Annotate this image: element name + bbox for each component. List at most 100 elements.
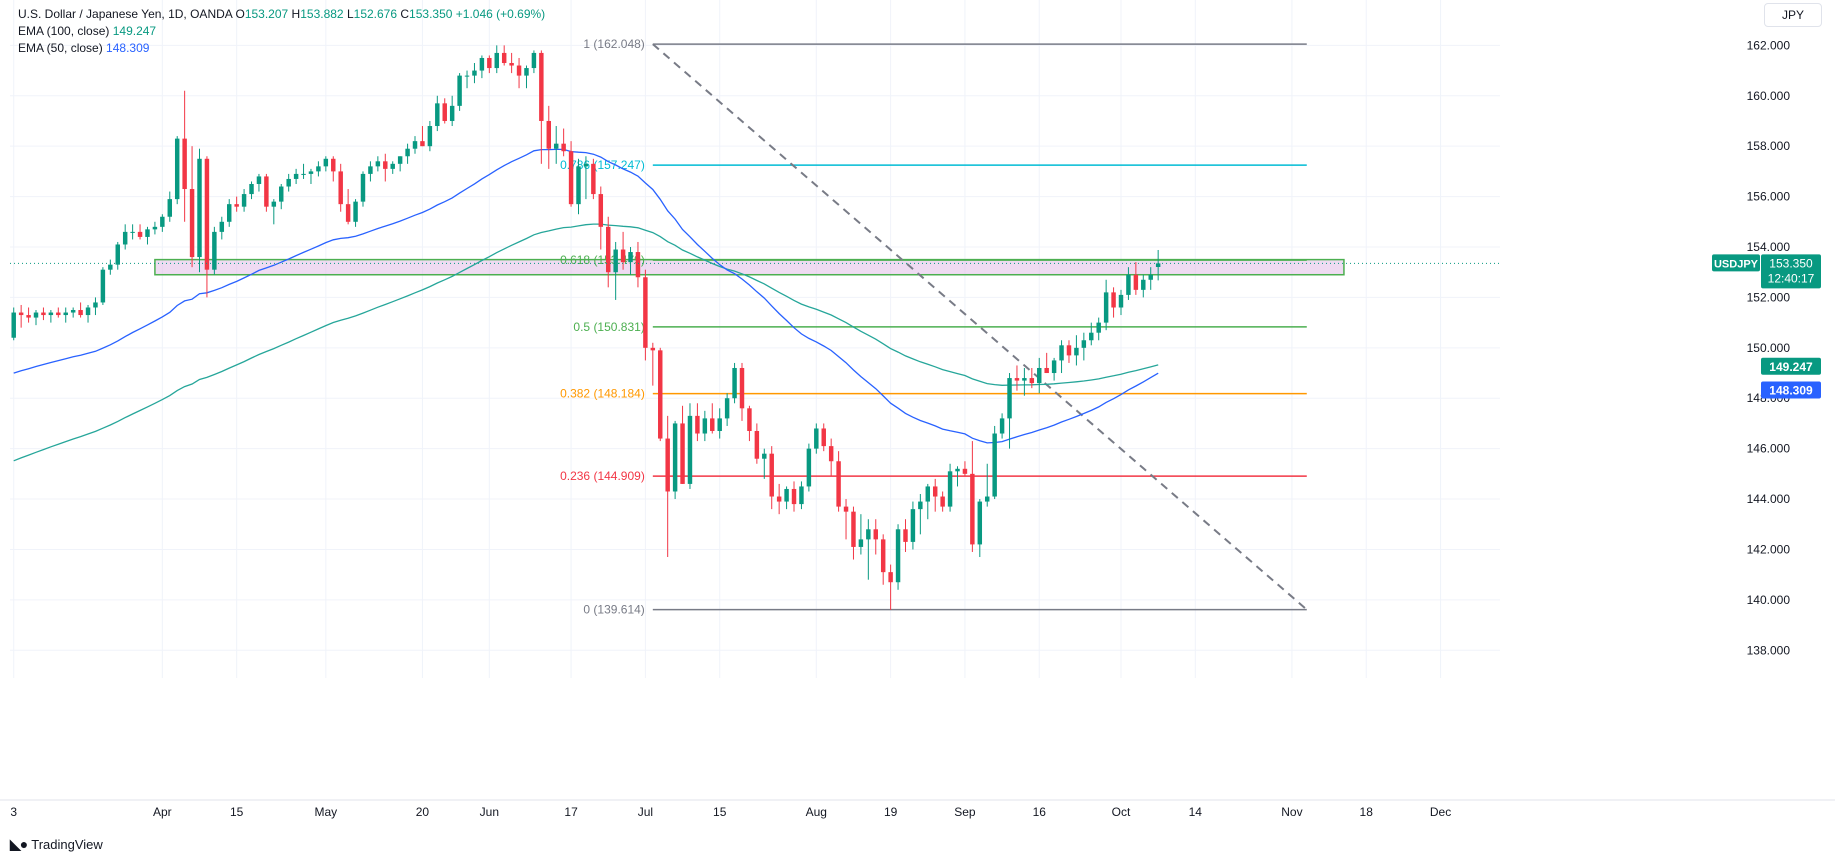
candle-body: [561, 143, 566, 152]
candle-body: [494, 52, 499, 69]
zone-rect: [154, 258, 1345, 276]
candle-body: [160, 216, 165, 227]
candle-body: [762, 453, 767, 459]
symbol-title: U.S. Dollar / Japanese Yen, 1D, OANDA: [18, 7, 233, 21]
candle-body: [197, 158, 202, 258]
candle-body: [955, 468, 960, 472]
candle-body: [1037, 367, 1042, 384]
candle-body: [947, 471, 953, 507]
candle-body: [427, 126, 433, 147]
candle-body: [256, 176, 262, 184]
dashed-trendline: [652, 43, 1308, 611]
time-tick-label: 18: [1360, 805, 1374, 819]
last-price-tag: 153.350: [1769, 256, 1813, 270]
candle-body: [286, 178, 291, 187]
chart-grid: [10, 0, 1500, 678]
candle-body: [591, 163, 596, 195]
candle-body: [48, 312, 54, 316]
candle-body: [702, 418, 708, 434]
candle-body: [152, 226, 158, 230]
candle-body: [182, 138, 187, 190]
time-tick-label: 19: [884, 805, 898, 819]
candle-body: [962, 468, 968, 474]
candle-body: [204, 158, 210, 270]
price-axis[interactable]: 162.000 160.000 158.000 156.000 154.000 152.0…: [1500, 0, 1835, 678]
time-tick-label: 15: [713, 805, 727, 819]
candle-body: [866, 529, 871, 540]
candle-body: [1029, 378, 1035, 384]
candle-body: [524, 68, 529, 76]
candle-body: [1059, 345, 1064, 361]
candle-body: [93, 302, 98, 308]
footer[interactable]: ◣● TradingView: [10, 836, 103, 853]
candle-body: [56, 312, 61, 316]
candle-body: [405, 148, 410, 157]
last-price-tag-bg: [1761, 254, 1821, 289]
candle-body: [769, 453, 774, 497]
candle-body: [546, 120, 552, 149]
ohlc-open-label: O: [235, 7, 245, 21]
candle-body: [985, 496, 990, 502]
candle-body: [784, 488, 789, 502]
price-tick-label: 162.000: [1747, 38, 1791, 52]
countdown-tag: 12:40:17: [1768, 271, 1815, 285]
candle-body: [412, 141, 418, 149]
candle-body: [345, 204, 351, 222]
candle-body: [724, 398, 730, 419]
price-tick-label: 160.000: [1747, 89, 1791, 103]
candle-body: [695, 415, 700, 434]
candlestick-series: [11, 45, 1161, 610]
candle-body: [918, 501, 923, 510]
candle-body: [732, 367, 737, 399]
ema100-row[interactable]: EMA (100, close) 149.247: [18, 23, 545, 40]
ema100-label: EMA (100, close): [18, 24, 110, 38]
candle-body: [658, 350, 663, 439]
candle-body: [553, 143, 559, 149]
time-tick-label: 15: [230, 805, 244, 819]
candle-body: [643, 277, 648, 348]
price-tick-label: 154.000: [1747, 240, 1791, 254]
candle-body: [41, 312, 46, 316]
candle-body: [516, 65, 522, 76]
price-axis-bg: [1500, 0, 1835, 678]
candle-body: [368, 166, 373, 174]
symbol-tag: USDJPY: [1714, 258, 1759, 270]
candle-body: [977, 501, 983, 545]
candle-body: [1133, 274, 1139, 290]
candle-body: [1022, 378, 1027, 381]
candle-body: [836, 461, 841, 507]
trendline[interactable]: [652, 43, 1308, 611]
candle-body: [249, 183, 254, 195]
ema50-line: [13, 148, 1159, 444]
candle-body: [219, 221, 225, 232]
fibonacci-retracement[interactable]: 1 (162.048)0.786 (157.247)0.618 (153.479…: [560, 37, 1307, 617]
candle-body: [464, 75, 470, 77]
time-tick-label: Sep: [954, 805, 976, 819]
ohlc-low: 152.676: [353, 7, 398, 21]
candle-body: [331, 158, 336, 172]
candle-body: [903, 529, 908, 542]
candle-body: [383, 161, 388, 169]
candle-body: [1007, 378, 1012, 419]
candle-body: [457, 75, 462, 106]
candle-body: [687, 415, 693, 484]
candle-body: [828, 446, 834, 462]
resistance-zone[interactable]: [154, 258, 1345, 276]
candle-body: [754, 430, 760, 459]
ema50-tag: 148.309: [1769, 383, 1813, 397]
candle-body: [63, 312, 68, 316]
ema50-label: EMA (50, close): [18, 41, 103, 55]
candle-body: [970, 473, 975, 545]
candle-body: [873, 529, 878, 540]
candle-body: [710, 418, 715, 431]
candle-body: [226, 204, 232, 222]
ohlc-high-label: H: [291, 7, 301, 21]
ema50-row[interactable]: EMA (50, close) 148.309: [18, 40, 545, 57]
currency-button[interactable]: JPY: [1764, 3, 1822, 27]
time-axis[interactable]: 3 Apr 15 May 20 Jun 17 Jul 15 Aug 19 Sep 16 Oct 14 Nov 1…: [0, 799, 1835, 819]
candle-body: [1118, 294, 1124, 308]
candle-body: [264, 176, 269, 207]
candle-body: [360, 173, 366, 202]
